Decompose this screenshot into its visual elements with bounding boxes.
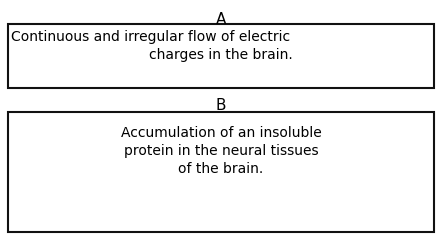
Text: A: A [216,12,226,27]
Bar [8,24,434,88]
Text: Accumulation of an insoluble: Accumulation of an insoluble [121,126,321,140]
Text: Continuous and irregular flow of electric: Continuous and irregular flow of electri… [11,30,290,44]
Text: of the brain.: of the brain. [179,162,263,176]
Text: B: B [216,98,226,113]
Text: charges in the brain.: charges in the brain. [149,48,293,62]
Bar [8,112,434,232]
Text: protein in the neural tissues: protein in the neural tissues [124,144,318,158]
